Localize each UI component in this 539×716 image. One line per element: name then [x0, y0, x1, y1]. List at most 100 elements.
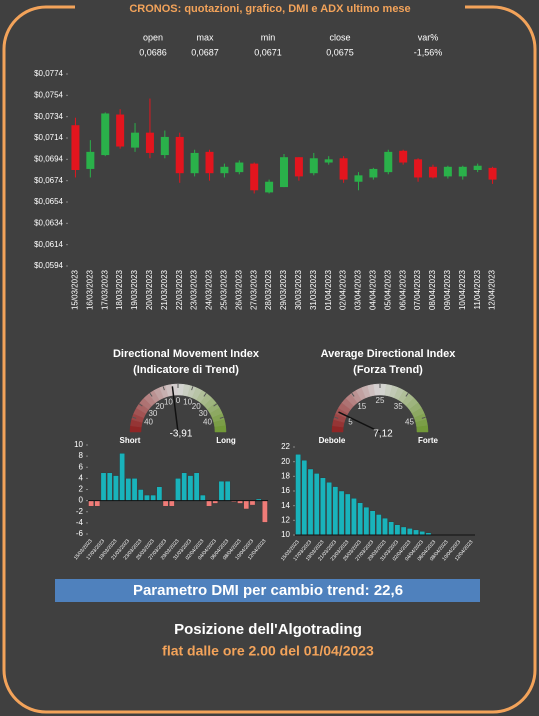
bar: [262, 500, 268, 523]
summary-header: var%: [418, 32, 439, 42]
candle-body: [443, 166, 452, 177]
bar: [344, 493, 351, 536]
gauge-tick-label: 10: [164, 398, 173, 407]
gauge-subtitle: (Indicatore di Trend): [133, 364, 239, 376]
candle-body: [205, 151, 214, 174]
bar: [113, 475, 119, 501]
gauge-tick-label: 40: [144, 418, 153, 427]
bar: [119, 453, 125, 501]
gauge-band: [416, 425, 429, 433]
title-backdrop: [75, 0, 465, 16]
x-tick-label: 18/03/2023: [115, 269, 124, 310]
gauge-tick: [162, 386, 165, 391]
y-tick-label: 16: [281, 486, 290, 495]
candle-body: [324, 159, 333, 163]
x-tick-label: 01/04/2023: [324, 269, 333, 310]
y-tick-label: 12: [281, 515, 290, 524]
x-tick-label: 26/03/2023: [234, 269, 243, 310]
y-tick-label: 4: [79, 473, 84, 482]
y-tick-label: $0,0674: [34, 176, 63, 185]
candle-body: [265, 181, 274, 193]
bar: [181, 472, 188, 501]
summary-value: 0,0671: [254, 47, 282, 57]
candle-body: [175, 136, 184, 174]
title: CRONOS: quotazioni, grafico, DMI e ADX u…: [129, 3, 410, 15]
bar: [187, 475, 194, 501]
candle-body: [190, 152, 199, 174]
x-tick-label: 30/03/2023: [294, 269, 303, 310]
candle-body: [428, 166, 437, 178]
banner-text: Parametro DMI per cambio trend: 22,6: [133, 582, 403, 599]
bar: [313, 473, 320, 536]
x-tick-label: 15/03/2023: [71, 269, 80, 310]
gauge-tick-label: 35: [394, 402, 403, 411]
x-tick-label: 19/03/2023: [130, 269, 139, 310]
candle-body: [145, 132, 154, 153]
x-tick-label: 12/04/2023: [488, 269, 497, 310]
gauge-tick: [351, 392, 355, 397]
gauge-value: 7,12: [373, 429, 393, 440]
bar: [400, 526, 407, 536]
bar: [326, 482, 332, 536]
y-tick-label: $0,0714: [34, 133, 63, 142]
gauge-min-label: Short: [120, 436, 141, 445]
footer-title: Posizione dell'Algotrading: [174, 621, 362, 638]
gauge-needle: [171, 386, 179, 433]
summary-value: 0,0686: [139, 47, 167, 57]
gauge-title: Average Directional Index: [321, 348, 457, 360]
bar: [193, 472, 200, 501]
bar: [100, 472, 107, 501]
candle-body: [235, 162, 244, 173]
gauge-tick-label: 40: [203, 418, 212, 427]
bar: [382, 517, 388, 536]
y-tick-label: $0,0634: [34, 218, 63, 227]
gauge-tick: [149, 392, 153, 397]
gauge-tick-label: 20: [192, 402, 201, 411]
y-tick-label: $0,0654: [34, 197, 63, 206]
x-tick-label: 24/03/2023: [205, 269, 214, 310]
x-tick-label: 05/04/2023: [383, 269, 392, 310]
bar: [168, 500, 175, 507]
gauge-max-label: Long: [216, 436, 236, 445]
x-tick-label: 09/04/2023: [443, 269, 452, 310]
gauge-tick: [203, 392, 207, 397]
bar: [388, 521, 395, 536]
candle-body: [131, 132, 140, 148]
bar: [351, 498, 357, 536]
bar: [162, 500, 169, 507]
banner: [55, 579, 480, 602]
bar: [375, 514, 382, 536]
bar: [218, 480, 225, 501]
bar: [357, 502, 363, 536]
y-tick-label: 14: [281, 501, 290, 510]
candle-body: [488, 167, 497, 180]
x-tick-label: 28/03/2023: [264, 269, 273, 310]
bar: [156, 486, 163, 501]
candle-body: [280, 157, 288, 188]
bar: [413, 529, 419, 536]
x-tick-label: 29/03/2023: [279, 269, 288, 310]
candle-body: [160, 136, 169, 156]
bar: [394, 524, 401, 536]
gauge-tick: [334, 416, 339, 419]
bar: [137, 489, 144, 501]
gauge-band: [214, 425, 227, 433]
bar: [243, 500, 250, 510]
x-tick-label: 31/03/2023: [309, 269, 318, 310]
x-tick-label: 20/03/2023: [145, 269, 154, 310]
gauge-max-label: Forte: [418, 436, 439, 445]
x-tick-label: 22/03/2023: [175, 269, 184, 310]
candle-body: [473, 165, 482, 170]
bar: [332, 486, 339, 536]
y-tick-label: $0,0754: [34, 90, 63, 99]
bar: [94, 500, 101, 507]
gauge-tick: [219, 416, 224, 419]
bar: [407, 528, 413, 536]
bar: [224, 480, 231, 501]
x-tick-label: 23/03/2023: [190, 269, 199, 310]
y-tick-label: 10: [281, 530, 290, 539]
x-tick-label: 07/04/2023: [413, 269, 422, 310]
candle-body: [220, 166, 229, 174]
